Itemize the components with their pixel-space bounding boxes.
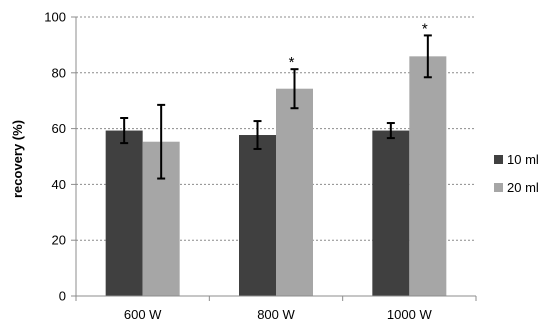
bar-20ml-800W	[276, 88, 313, 296]
y-tick-label: 100	[44, 10, 66, 25]
legend-label: 10 ml	[507, 152, 539, 167]
y-tick-label: 0	[59, 289, 66, 304]
y-tick-label: 40	[52, 177, 66, 192]
x-tick-label: 800 W	[257, 307, 295, 322]
legend-swatch	[494, 155, 503, 164]
legend: 10 ml 20 ml	[494, 152, 539, 195]
y-tick-label: 60	[52, 121, 66, 136]
y-tick-labels: 0 20 40 60 80 100	[44, 10, 66, 304]
legend-swatch	[494, 183, 503, 192]
bar-10ml-600W	[105, 130, 143, 296]
bar-20ml-1000W	[409, 56, 447, 296]
bar-10ml-800W	[239, 135, 276, 296]
significance-marker: *	[289, 54, 295, 71]
y-tick-label: 20	[52, 233, 66, 248]
x-tick-labels: 600 W 800 W 1000 W	[124, 307, 433, 322]
bars	[105, 56, 447, 296]
error-bars	[120, 34, 432, 180]
legend-label: 20 ml	[507, 180, 539, 195]
x-tick-label: 600 W	[124, 307, 162, 322]
bar-10ml-1000W	[372, 130, 410, 296]
significance-annotations: **	[289, 20, 428, 71]
y-axis-label: recovery (%)	[10, 120, 25, 198]
y-tick-label: 80	[52, 65, 66, 80]
x-tick-label: 1000 W	[387, 307, 433, 322]
axes	[71, 16, 477, 301]
significance-marker: *	[422, 20, 428, 37]
